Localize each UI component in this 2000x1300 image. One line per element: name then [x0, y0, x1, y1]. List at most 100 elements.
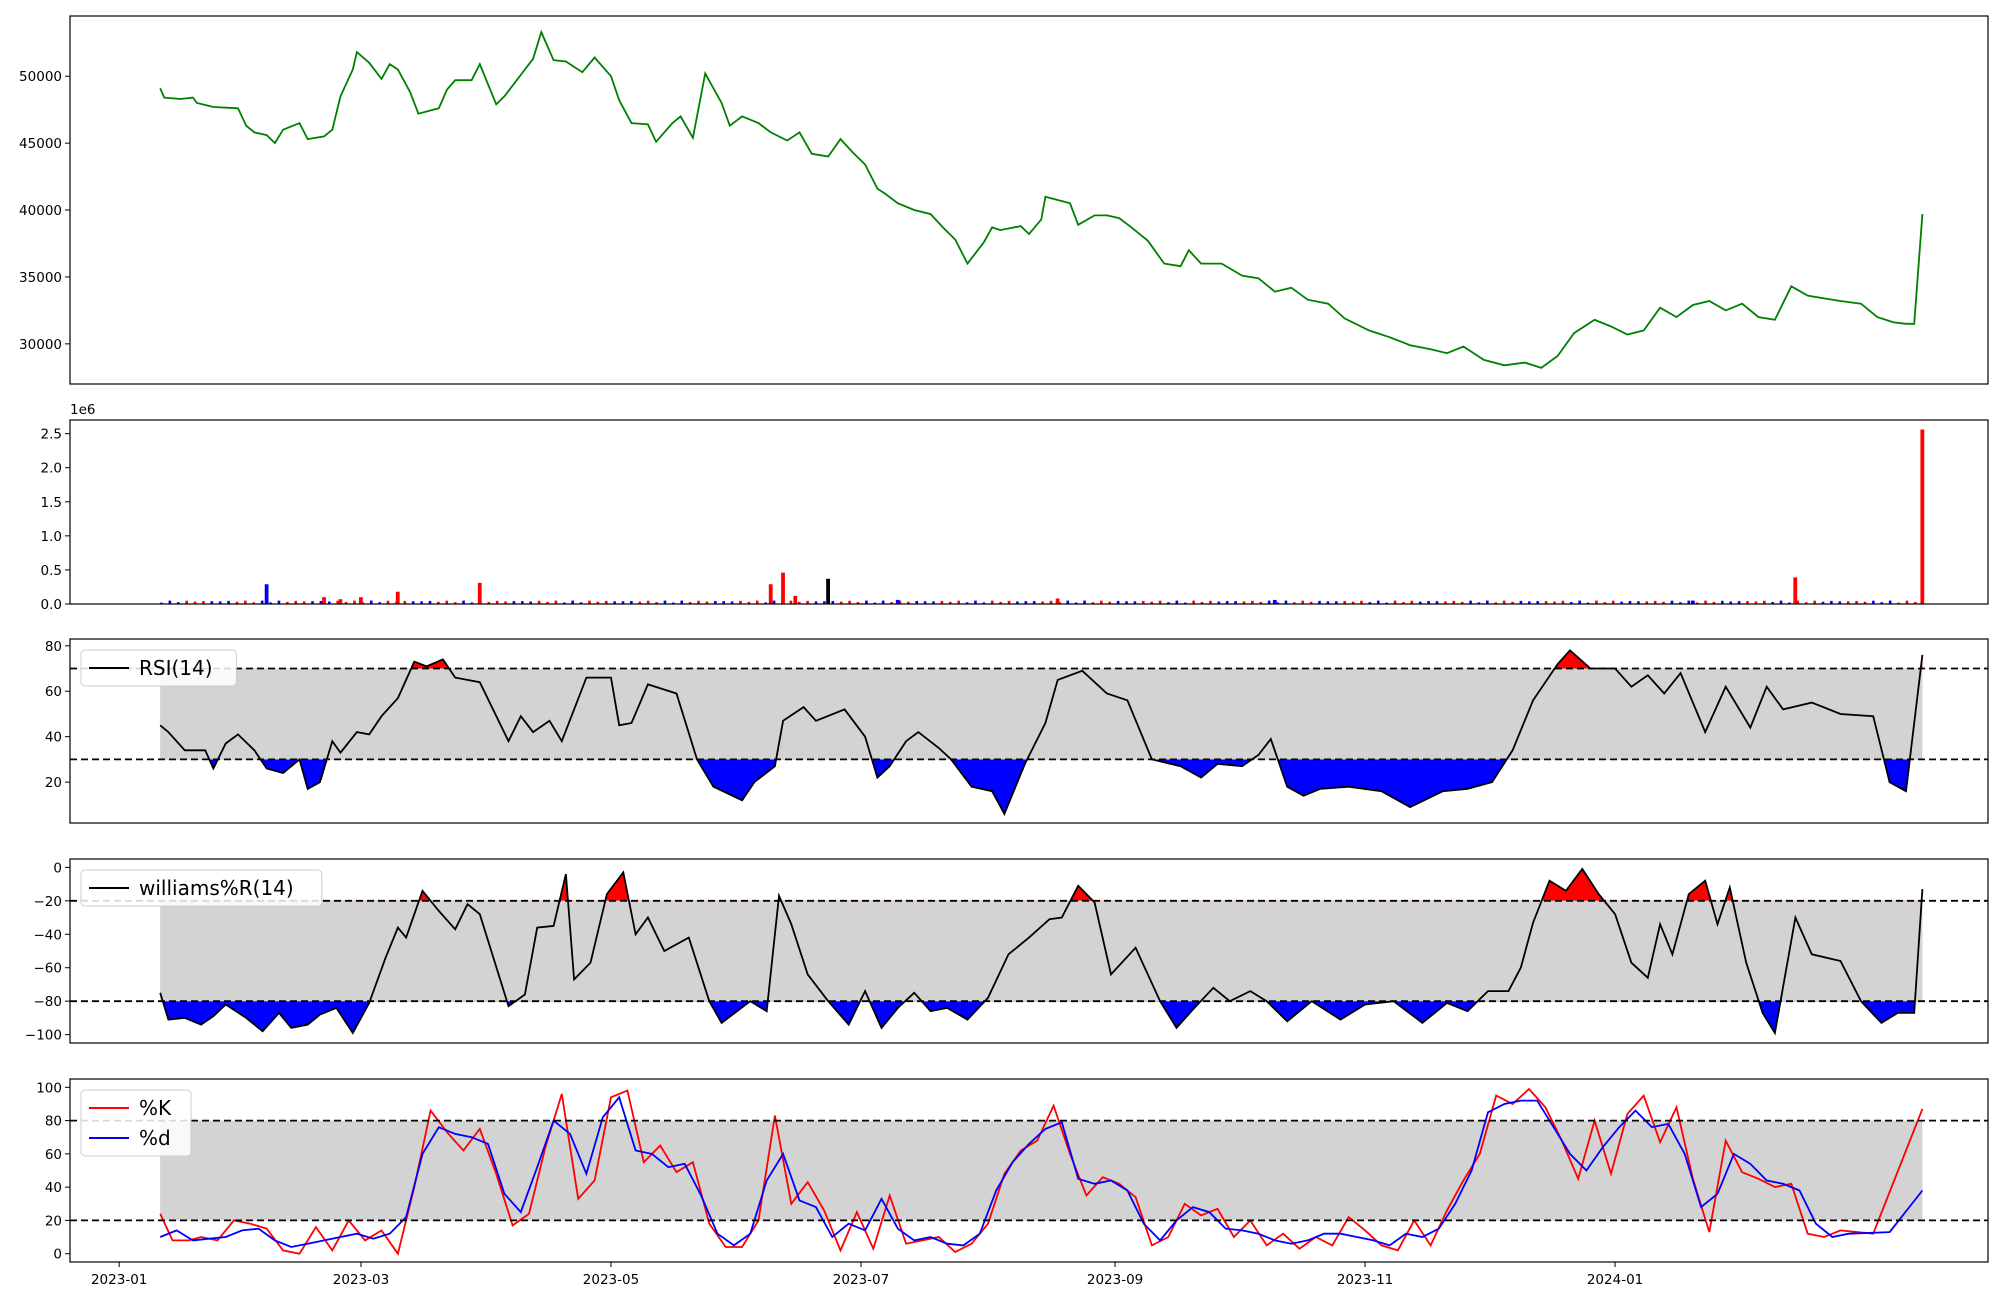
volume-bar	[1905, 600, 1909, 604]
volume-bar	[1083, 600, 1086, 604]
volume-bar	[1679, 602, 1682, 604]
volume-bar	[264, 584, 269, 604]
volume-bar	[1091, 602, 1095, 604]
volume-bar	[336, 600, 339, 604]
williams-ytick-label: 0	[53, 860, 62, 876]
volume-bar	[1813, 600, 1816, 604]
volume-bar	[504, 601, 507, 604]
volume-bar	[1872, 600, 1875, 604]
rsi-legend: RSI(14)	[80, 649, 237, 687]
volume-bar	[202, 601, 205, 604]
volume-bar	[437, 601, 440, 604]
price-panel: 30000 35000 40000 45000 50000	[19, 15, 1989, 385]
volume-bar	[1620, 601, 1623, 604]
volume-bar	[1460, 601, 1464, 604]
stoch-xtick-label: 2023-07	[833, 1272, 889, 1288]
volume-bar	[1301, 600, 1305, 604]
volume-bar	[895, 599, 900, 604]
volume-bar	[680, 600, 684, 604]
volume-bar	[1920, 429, 1925, 604]
volume-bar	[1217, 601, 1221, 604]
volume-bar	[1838, 601, 1842, 604]
volume-bar	[1444, 601, 1447, 604]
volume-bar	[764, 602, 767, 604]
volume-bar	[1486, 600, 1489, 604]
rsi-ytick-label: 20	[45, 775, 62, 791]
volume-panel: 0.0 0.5 1.0 1.5 2.0 2.5 1e6	[41, 402, 1989, 613]
volume-bar	[873, 602, 877, 604]
volume-bar	[395, 591, 400, 604]
volume-bar	[1326, 601, 1330, 604]
volume-ytick-label: 0.5	[41, 563, 62, 579]
volume-bar	[923, 601, 927, 604]
volume-bar	[881, 600, 885, 604]
stoch-xtick-label: 2023-01	[91, 1272, 147, 1288]
volume-bar	[1368, 602, 1372, 604]
volume-bar	[537, 600, 541, 604]
volume-scale-label: 1e6	[70, 402, 95, 418]
volume-bar	[1477, 602, 1481, 604]
volume-bar	[1804, 602, 1808, 604]
volume-bar	[185, 600, 188, 604]
volume-bar	[1200, 602, 1204, 604]
volume-bar	[1729, 601, 1733, 604]
volume-bar	[168, 600, 172, 604]
volume-bar	[1385, 602, 1388, 604]
volume-bar	[1888, 600, 1892, 604]
volume-ytick-label: 2.5	[41, 427, 62, 443]
williams-ytick-label: −80	[34, 994, 63, 1010]
williams-ytick-label: −20	[34, 894, 63, 910]
volume-bar	[521, 601, 524, 604]
volume-bar	[1343, 600, 1346, 604]
volume-bar	[235, 601, 239, 604]
volume-bar	[999, 601, 1002, 604]
volume-bar	[252, 602, 256, 604]
volume-bar	[848, 600, 851, 604]
stoch-xtick-label: 2023-09	[1087, 1272, 1143, 1288]
volume-bar	[915, 600, 919, 604]
volume-bar	[747, 601, 751, 604]
volume-bar	[1175, 600, 1179, 604]
volume-bar	[1670, 600, 1674, 604]
volume-bar	[1662, 601, 1665, 604]
price-ytick-label: 40000	[19, 203, 62, 219]
stoch-ytick-label: 100	[36, 1080, 62, 1096]
volume-bar	[1695, 602, 1699, 604]
volume-bar	[353, 600, 356, 604]
stoch-ytick-label: 0	[53, 1247, 62, 1263]
volume-bar	[554, 600, 558, 604]
volume-bar	[672, 602, 675, 604]
volume-bar	[512, 601, 516, 604]
volume-bar	[1690, 600, 1695, 604]
volume-bar	[1259, 601, 1263, 604]
williams-ytick-label: −100	[25, 1028, 62, 1044]
williams-panel: −100 −80 −60 −40 −20 0 williams%R(14)	[25, 858, 1989, 1044]
volume-bar	[1771, 601, 1774, 604]
volume-ytick-label: 2.0	[41, 461, 62, 477]
volume-bar	[697, 600, 700, 604]
volume-bar	[826, 578, 830, 604]
stoch-legend-box	[80, 1089, 192, 1157]
volume-bar	[890, 602, 893, 604]
williams-legend-label: williams%R(14)	[139, 876, 294, 900]
volume-bar	[1754, 601, 1758, 604]
volume-bar	[487, 601, 491, 604]
volume-ytick-label: 0.0	[41, 597, 62, 613]
volume-bar	[1335, 601, 1338, 604]
williams-oversold-fill	[160, 1001, 1923, 1033]
volume-bar	[1578, 600, 1581, 604]
volume-bar	[714, 601, 717, 604]
volume-bar	[604, 600, 608, 604]
volume-bar	[1410, 600, 1414, 604]
volume-bar	[990, 600, 994, 604]
volume-bar	[865, 600, 868, 604]
volume-bar	[646, 600, 650, 604]
rsi-ytick-label: 80	[45, 639, 62, 655]
volume-bar	[1267, 600, 1271, 604]
volume-bar	[1637, 601, 1640, 604]
volume-bar	[1435, 601, 1439, 604]
williams-frame	[69, 858, 1989, 1044]
volume-bar	[1528, 601, 1531, 604]
volume-bar	[1225, 601, 1229, 604]
